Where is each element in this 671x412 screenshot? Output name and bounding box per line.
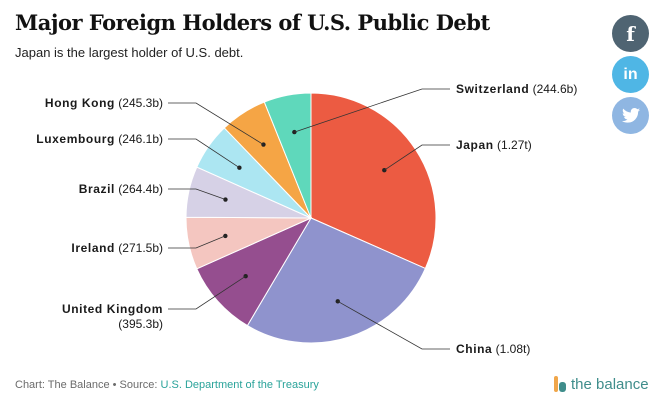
slice-label-japan: Japan (1.27t) <box>456 138 532 152</box>
callout-line-brazil <box>168 188 226 200</box>
chart-credit: Chart: The Balance • Source: <box>15 379 161 391</box>
callout-line-switzerland <box>294 88 450 133</box>
callout-line-japan <box>384 144 450 171</box>
linkedin-share-button[interactable]: in <box>612 56 649 93</box>
slice-label-hong-kong: Hong Kong (245.3b) <box>45 96 163 110</box>
callout-dot-china <box>335 299 340 304</box>
slice-label-luxembourg: Luxembourg (246.1b) <box>36 132 163 146</box>
twitter-share-button[interactable] <box>612 97 649 134</box>
callout-dot-united-kingdom <box>243 273 248 279</box>
chart-subtitle: Japan is the largest holder of U.S. debt… <box>15 45 244 60</box>
the-balance-logo[interactable]: the balance <box>553 375 649 393</box>
facebook-icon: f <box>626 21 635 46</box>
pie-slice-china <box>246 217 427 344</box>
logo-text: the balance <box>571 375 649 393</box>
callout-line-luxembourg <box>168 138 240 169</box>
slice-label-china: China (1.08t) <box>456 342 530 356</box>
source-link[interactable]: U.S. Department of the Treasury <box>160 379 319 391</box>
slice-value-united-kingdom: (395.3b) <box>118 317 163 331</box>
callout-line-china <box>337 300 450 350</box>
linkedin-icon: in <box>623 65 638 83</box>
callout-line-united-kingdom <box>168 275 246 310</box>
chart-title: Major Foreign Holders of U.S. Public Deb… <box>15 10 490 35</box>
callout-line-hong-kong <box>168 102 264 145</box>
the-balance-logo-icon <box>554 376 566 392</box>
callout-line-ireland <box>168 235 226 249</box>
chart-footer: Chart: The Balance • Source: U.S. Depart… <box>15 379 319 391</box>
facebook-share-button[interactable]: f <box>612 15 649 52</box>
pie-slice-united-kingdom <box>196 216 313 327</box>
slice-label-switzerland: Switzerland (244.6b) <box>456 82 577 96</box>
pie-slice-switzerland <box>263 92 312 219</box>
slice-label-ireland: Ireland (271.5b) <box>71 241 163 255</box>
slice-label-united-kingdom: United Kingdom <box>62 302 163 316</box>
pie-slice-japan <box>310 92 437 270</box>
callout-dot-ireland <box>223 233 228 239</box>
slice-label-brazil: Brazil (264.4b) <box>79 182 163 196</box>
twitter-icon <box>621 108 640 123</box>
